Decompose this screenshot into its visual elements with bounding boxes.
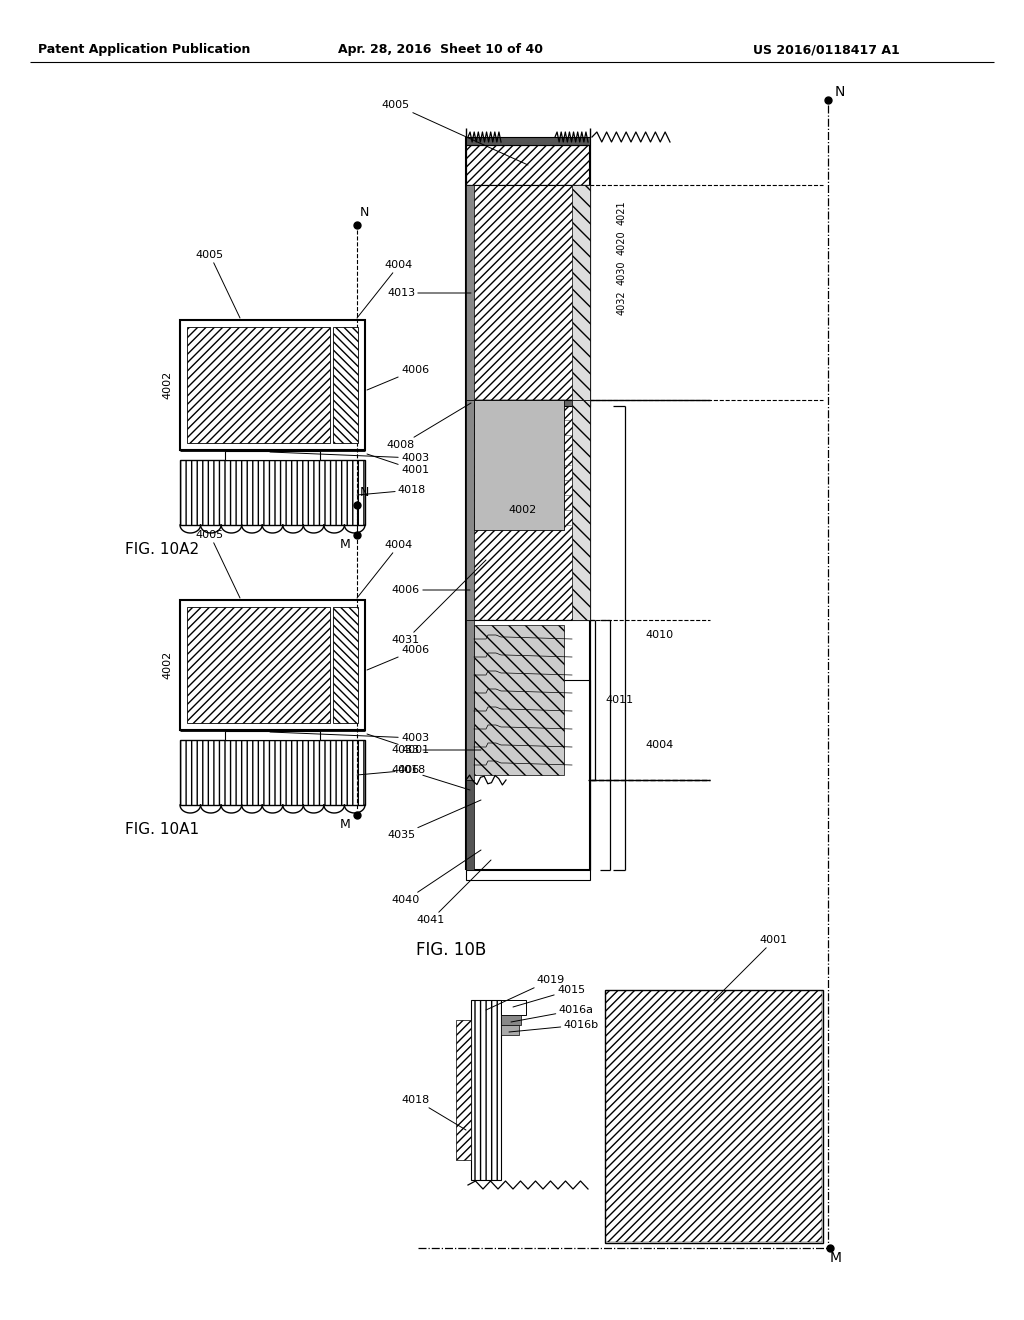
Text: 4015: 4015 xyxy=(513,985,585,1007)
Text: 4031: 4031 xyxy=(392,560,486,645)
Bar xyxy=(501,1015,521,1026)
Text: 4005: 4005 xyxy=(382,100,528,165)
Text: 4020: 4020 xyxy=(617,231,627,255)
Text: 4035: 4035 xyxy=(387,800,481,840)
Bar xyxy=(466,400,590,620)
Text: 4004: 4004 xyxy=(646,741,674,750)
Text: Patent Application Publication: Patent Application Publication xyxy=(38,44,251,57)
Text: 4002: 4002 xyxy=(509,506,538,515)
Bar xyxy=(466,780,474,870)
Text: 4032: 4032 xyxy=(617,290,627,315)
Text: 4001: 4001 xyxy=(367,454,429,475)
Bar xyxy=(572,185,590,400)
Text: N: N xyxy=(360,487,370,499)
Bar xyxy=(333,327,358,444)
Text: FIG. 10B: FIG. 10B xyxy=(416,941,486,960)
Bar xyxy=(466,137,590,145)
Text: 4006: 4006 xyxy=(367,645,429,671)
Text: 4040: 4040 xyxy=(392,850,481,906)
Text: 4030: 4030 xyxy=(617,261,627,285)
Text: 4041: 4041 xyxy=(417,861,490,925)
Bar xyxy=(180,741,365,805)
Bar xyxy=(225,451,319,459)
Text: 4013: 4013 xyxy=(387,288,471,298)
Text: 4003: 4003 xyxy=(270,451,429,463)
Text: 4002: 4002 xyxy=(162,651,172,678)
Bar xyxy=(466,145,590,185)
Bar xyxy=(180,459,365,525)
Text: 4005: 4005 xyxy=(196,531,240,598)
Bar xyxy=(572,400,590,620)
Text: 4003: 4003 xyxy=(270,733,429,743)
Text: M: M xyxy=(340,818,350,832)
Bar xyxy=(605,990,823,1243)
Bar xyxy=(456,1020,471,1160)
Text: 4006: 4006 xyxy=(367,366,429,389)
Bar xyxy=(501,1026,519,1035)
Text: 4002: 4002 xyxy=(162,371,172,399)
Text: 4010: 4010 xyxy=(646,630,674,640)
Bar xyxy=(333,607,358,723)
Text: FIG. 10A1: FIG. 10A1 xyxy=(125,822,199,837)
Bar xyxy=(501,1001,526,1015)
Text: M: M xyxy=(340,539,350,552)
Text: 4008: 4008 xyxy=(387,403,471,450)
Text: 4006: 4006 xyxy=(392,766,470,789)
Bar xyxy=(187,327,330,444)
Bar xyxy=(180,601,365,730)
Text: US 2016/0118417 A1: US 2016/0118417 A1 xyxy=(754,44,900,57)
Text: Apr. 28, 2016  Sheet 10 of 40: Apr. 28, 2016 Sheet 10 of 40 xyxy=(338,44,543,57)
Text: N: N xyxy=(360,206,370,219)
Text: 4004: 4004 xyxy=(357,260,413,318)
Bar xyxy=(474,400,564,531)
Bar xyxy=(466,400,590,407)
Text: 4018: 4018 xyxy=(357,766,426,775)
Bar xyxy=(187,607,330,723)
Text: 4016a: 4016a xyxy=(511,1005,594,1022)
Text: 4016b: 4016b xyxy=(509,1020,599,1032)
Bar xyxy=(471,1001,501,1180)
Text: 4011: 4011 xyxy=(606,696,634,705)
Text: 4004: 4004 xyxy=(357,540,413,598)
Bar xyxy=(466,185,474,400)
Text: 4005: 4005 xyxy=(196,249,240,318)
Text: 4001: 4001 xyxy=(367,734,429,755)
Text: 4018: 4018 xyxy=(357,484,426,495)
Bar xyxy=(466,780,590,870)
Bar xyxy=(466,620,590,780)
Text: 4021: 4021 xyxy=(617,201,627,226)
Text: 4033: 4033 xyxy=(392,744,481,755)
Bar xyxy=(225,731,319,741)
Bar xyxy=(474,624,564,775)
Bar xyxy=(466,620,474,780)
Bar xyxy=(466,680,590,880)
Text: N: N xyxy=(835,84,845,99)
Text: M: M xyxy=(830,1251,842,1265)
Bar xyxy=(466,400,474,620)
Text: 4019: 4019 xyxy=(486,975,565,1010)
Bar xyxy=(606,991,822,1242)
Text: 4006: 4006 xyxy=(392,585,470,595)
Text: FIG. 10A2: FIG. 10A2 xyxy=(125,543,199,557)
Bar xyxy=(466,185,590,400)
Text: 4001: 4001 xyxy=(714,935,788,1001)
Text: 4018: 4018 xyxy=(401,1096,466,1130)
Bar xyxy=(180,319,365,450)
